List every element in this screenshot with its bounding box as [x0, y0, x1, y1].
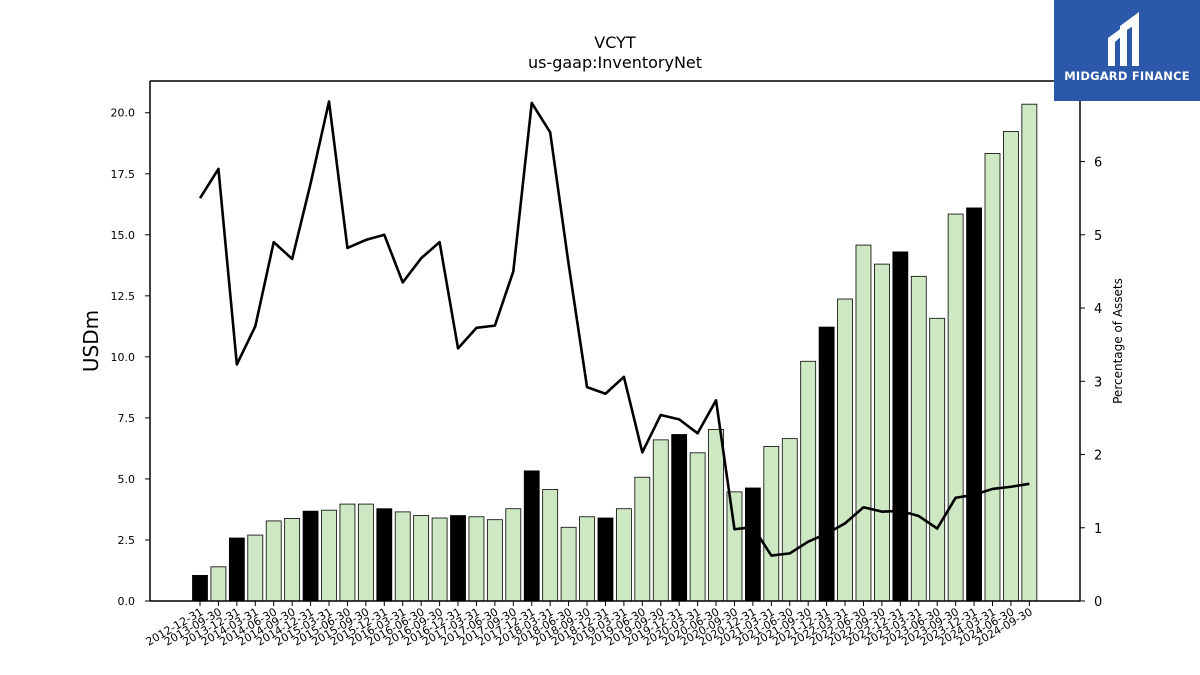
bar: [523, 470, 540, 602]
chart-subtitle: us-gaap:InventoryNet: [528, 53, 702, 72]
bar: [947, 213, 964, 602]
y2-tick-label: 2: [1094, 449, 1102, 464]
axes-group: 0.02.55.07.510.012.515.017.520.001234562…: [111, 80, 1102, 649]
bar: [726, 491, 743, 602]
bar: [689, 452, 706, 602]
y2-tick-label: 1: [1094, 522, 1102, 537]
bar: [486, 519, 503, 602]
bar: [837, 298, 853, 602]
y-tick-label: 17.5: [111, 168, 136, 181]
bar: [321, 509, 337, 602]
bar: [910, 275, 927, 602]
bar: [781, 438, 798, 602]
bar: [505, 508, 522, 602]
bar: [800, 360, 817, 602]
y-tick-label: 15.0: [111, 229, 136, 242]
bar: [302, 510, 319, 602]
bar: [763, 446, 780, 602]
bar: [1021, 103, 1038, 602]
bar: [265, 520, 282, 602]
bar: [394, 511, 411, 602]
y2-tick-label: 0: [1094, 595, 1102, 610]
bar: [468, 516, 485, 602]
percentage-line: [198, 100, 1030, 557]
bar: [984, 153, 1001, 602]
y-axis-label: USDm: [79, 310, 103, 372]
brand-name: MIDGARD FINANCE: [1064, 69, 1190, 83]
bar: [413, 515, 430, 602]
y-tick-label: 2.5: [118, 534, 136, 547]
bar: [376, 508, 393, 602]
bar: [357, 503, 374, 602]
bar: [855, 244, 872, 602]
bar: [966, 207, 982, 602]
bar: [671, 434, 688, 602]
bar: [579, 516, 595, 602]
bar: [818, 326, 835, 602]
midgard-logo-icon: [1108, 12, 1139, 66]
bar: [597, 517, 614, 602]
y2-axis-label: Percentage of Assets: [1111, 278, 1125, 404]
chart-title: VCYT: [594, 33, 636, 52]
bar: [284, 518, 301, 602]
bar: [615, 508, 632, 602]
y2-tick-label: 5: [1094, 229, 1102, 244]
bar: [634, 476, 651, 602]
bar: [192, 574, 208, 602]
brand-logo: MIDGARD FINANCE: [1054, 0, 1200, 101]
bar: [339, 503, 356, 602]
bar: [542, 489, 559, 602]
y-tick-label: 12.5: [111, 290, 136, 303]
y-tick-label: 10.0: [111, 351, 136, 364]
bar: [247, 534, 264, 602]
y2-tick-label: 4: [1094, 302, 1102, 317]
y2-tick-label: 3: [1094, 375, 1102, 390]
bar: [929, 317, 946, 602]
y-tick-label: 7.5: [118, 412, 136, 425]
bar: [745, 487, 761, 602]
bar: [652, 439, 669, 602]
bar: [431, 517, 448, 602]
line-group: [198, 100, 1030, 557]
bars-group: [192, 103, 1038, 602]
y2-tick-label: 6: [1094, 156, 1102, 171]
bar: [708, 428, 724, 602]
y-tick-label: 0.0: [118, 595, 136, 608]
bar: [892, 251, 909, 602]
bar: [560, 526, 577, 602]
bar: [1003, 131, 1019, 602]
bar: [210, 566, 227, 602]
y-tick-label: 5.0: [118, 473, 136, 486]
bar: [450, 515, 466, 602]
bar: [228, 537, 245, 602]
bar: [874, 263, 890, 602]
y-tick-label: 20.0: [111, 107, 136, 120]
